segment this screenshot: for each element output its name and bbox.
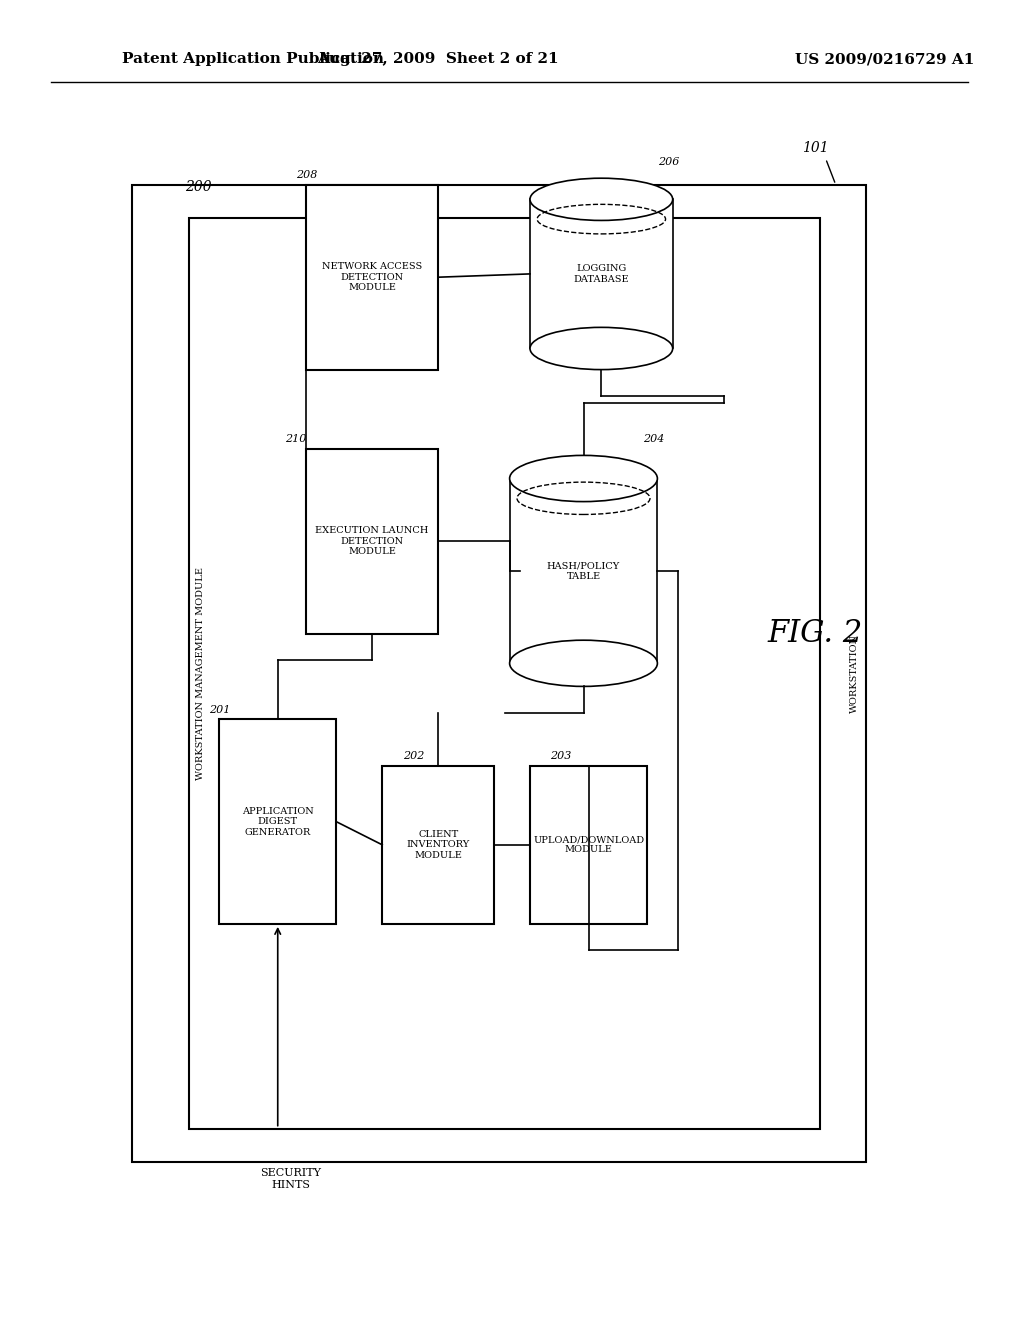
Text: 200: 200	[185, 181, 212, 194]
Bar	[132, 185, 866, 1162]
Text: HASH/POLICY
TABLE: HASH/POLICY TABLE	[547, 561, 621, 581]
Bar	[188, 218, 820, 1129]
Text: CLIENT
INVENTORY
MODULE: CLIENT INVENTORY MODULE	[407, 830, 470, 859]
Bar	[306, 185, 438, 370]
Text: US 2009/0216729 A1: US 2009/0216729 A1	[795, 53, 975, 66]
Text: 204: 204	[643, 434, 664, 445]
Text: Patent Application Publication: Patent Application Publication	[122, 53, 384, 66]
Text: LOGGING
DATABASE: LOGGING DATABASE	[573, 264, 629, 284]
Text: SECURITY
HINTS: SECURITY HINTS	[260, 1168, 321, 1189]
Bar	[219, 719, 336, 924]
Text: WORKSTATION MANAGEMENT MODULE: WORKSTATION MANAGEMENT MODULE	[197, 566, 205, 780]
Text: APPLICATION
DIGEST
GENERATOR: APPLICATION DIGEST GENERATOR	[242, 807, 313, 837]
Bar	[510, 479, 657, 663]
Text: NETWORK ACCESS
DETECTION
MODULE: NETWORK ACCESS DETECTION MODULE	[322, 263, 422, 292]
Text: Aug. 27, 2009  Sheet 2 of 21: Aug. 27, 2009 Sheet 2 of 21	[317, 53, 559, 66]
Text: 202: 202	[402, 751, 424, 762]
Ellipse shape	[530, 327, 673, 370]
Bar	[530, 766, 647, 924]
Text: 208: 208	[296, 170, 317, 181]
Ellipse shape	[510, 640, 657, 686]
Text: UPLOAD/DOWNLOAD
MODULE: UPLOAD/DOWNLOAD MODULE	[534, 836, 644, 854]
Bar	[382, 766, 495, 924]
Text: EXECUTION LAUNCH
DETECTION
MODULE: EXECUTION LAUNCH DETECTION MODULE	[315, 527, 429, 556]
Text: 210: 210	[286, 434, 307, 445]
Bar	[530, 199, 673, 348]
Ellipse shape	[510, 455, 657, 502]
Text: FIG. 2: FIG. 2	[768, 618, 863, 649]
Bar	[306, 449, 438, 634]
Text: 203: 203	[550, 751, 571, 762]
Ellipse shape	[530, 178, 673, 220]
Text: 201: 201	[209, 705, 230, 715]
Text: 206: 206	[658, 157, 680, 168]
Text: WORKSTATION: WORKSTATION	[850, 634, 858, 713]
Text: 101: 101	[802, 141, 828, 154]
